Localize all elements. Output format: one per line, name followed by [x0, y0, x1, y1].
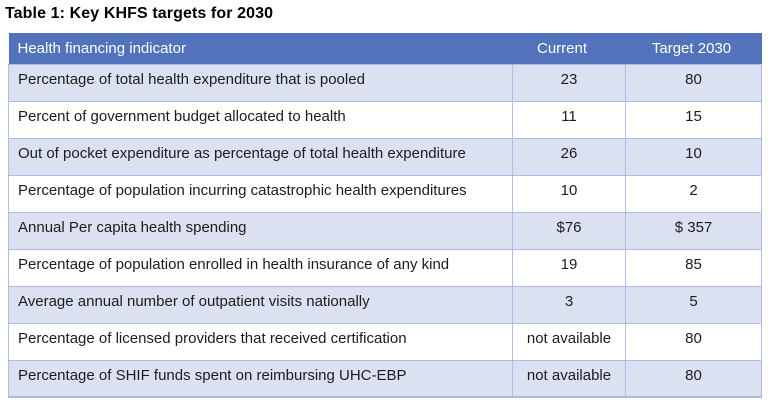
target-value-cell: 5 — [625, 285, 762, 324]
indicator-cell: Out of pocket expenditure as percentage … — [8, 137, 513, 176]
table-row: Out of pocket expenditure as percentage … — [8, 137, 762, 176]
table-row: Annual Per capita health spending $76 $ … — [8, 211, 762, 250]
indicator-cell: Average annual number of outpatient visi… — [8, 285, 513, 324]
table-row: Percent of government budget allocated t… — [8, 100, 762, 139]
current-value-cell: 10 — [512, 174, 626, 213]
indicator-cell: Percent of government budget allocated t… — [8, 100, 513, 139]
current-value-cell: 11 — [512, 100, 626, 139]
current-value-cell: not available — [512, 359, 626, 398]
table-row: Percentage of SHIF funds spent on reimbu… — [8, 359, 762, 398]
table-row: Average annual number of outpatient visi… — [8, 285, 762, 324]
target-value-cell: 80 — [625, 359, 762, 398]
target-value-cell: 85 — [625, 248, 762, 287]
current-value-cell: 23 — [512, 63, 626, 102]
column-header-target-2030: Target 2030 — [625, 33, 762, 64]
current-value-cell: 19 — [512, 248, 626, 287]
table-row: Percentage of total health expenditure t… — [8, 63, 762, 102]
column-header-current: Current — [512, 33, 626, 64]
current-value-cell: not available — [512, 322, 626, 361]
table-body: Percentage of total health expenditure t… — [8, 63, 762, 398]
current-value-cell: 26 — [512, 137, 626, 176]
table-row: Percentage of licensed providers that re… — [8, 322, 762, 361]
table-row: Percentage of population incurring catas… — [8, 174, 762, 213]
target-value-cell: 80 — [625, 63, 762, 102]
khfs-targets-table: Health financing indicator Current Targe… — [8, 33, 762, 398]
target-value-cell: 10 — [625, 137, 762, 176]
column-header-indicator: Health financing indicator — [8, 33, 513, 64]
indicator-cell: Percentage of population incurring catas… — [8, 174, 513, 213]
indicator-cell: Percentage of licensed providers that re… — [8, 322, 513, 361]
page-title: Table 1: Key KHFS targets for 2030 — [5, 5, 274, 22]
indicator-cell: Percentage of SHIF funds spent on reimbu… — [8, 359, 513, 398]
indicator-cell: Annual Per capita health spending — [8, 211, 513, 250]
table-row: Percentage of population enrolled in hea… — [8, 248, 762, 287]
target-value-cell: 15 — [625, 100, 762, 139]
current-value-cell: 3 — [512, 285, 626, 324]
table-header: Health financing indicator Current Targe… — [8, 33, 762, 64]
target-value-cell: 2 — [625, 174, 762, 213]
target-value-cell: $ 357 — [625, 211, 762, 250]
current-value-cell: $76 — [512, 211, 626, 250]
header-row: Health financing indicator Current Targe… — [8, 33, 762, 64]
indicator-cell: Percentage of total health expenditure t… — [8, 63, 513, 102]
target-value-cell: 80 — [625, 322, 762, 361]
indicator-cell: Percentage of population enrolled in hea… — [8, 248, 513, 287]
